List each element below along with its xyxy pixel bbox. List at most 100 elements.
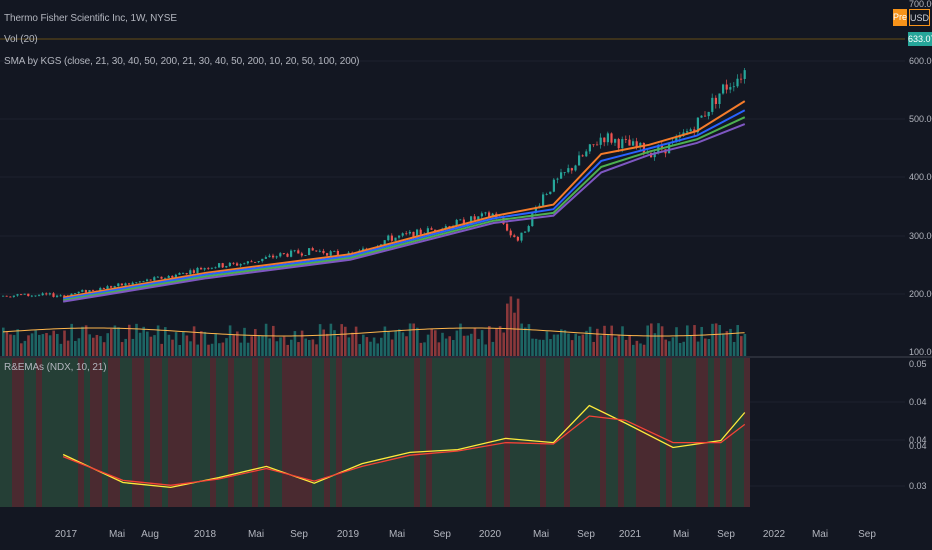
candle-body [304,255,307,256]
volume-bar [606,334,610,357]
background-band [702,358,708,507]
volume-bar [81,326,84,357]
volume-bar [88,334,91,357]
volume-bar [192,326,196,357]
rema-lines [62,404,746,489]
price-candles [2,67,746,298]
candle-body [725,84,728,90]
volume-bar [110,328,113,357]
candle-body [542,194,545,206]
volume-bar [146,331,149,357]
candle-body [470,216,473,225]
background-band [66,358,72,507]
volume-bar [675,327,678,357]
volume-bar [408,323,412,357]
rema-21-line [62,415,746,486]
volume-bar [444,338,448,357]
volume-bar [632,344,635,357]
candle-body [171,275,174,278]
time-axis[interactable]: 2017 Mai Aug 2018 Mai Sep 2019 Mai Sep 2020 Mai Sep… [55,529,876,540]
candle-body [225,266,228,268]
symbol-title[interactable]: Thermo Fisher Scientific Inc, 1W, NYSE [4,13,177,24]
volume-bar [419,342,423,357]
time-tick-label: Sep [433,529,451,540]
price-tick-label: 500.00 [909,114,932,124]
candle-body [592,144,595,146]
volume-bar [686,325,689,357]
candle-body [110,286,113,288]
background-band [348,358,354,507]
time-tick-label: Mai [248,529,264,540]
candle-body [534,207,537,213]
candle-body [689,129,692,132]
candle-body [686,131,689,133]
volume-bar [498,326,502,357]
candle-body [156,276,159,278]
candle-body [45,293,48,295]
candle-body [578,155,581,166]
candle-body [160,276,163,279]
time-tick-label: Mai [109,529,125,540]
volume-bar [585,330,588,357]
background-band [198,358,204,507]
volume-bar [516,298,520,357]
volume-bar [128,324,131,357]
background-band [546,358,552,507]
candle-body [88,290,91,293]
currency-badge[interactable]: USD [909,9,930,26]
sma-indicator-label[interactable]: SMA by KGS (close, 21, 30, 40, 50, 200, … [4,56,360,67]
rema-indicator-label[interactable]: R&EMAs (NDX, 10, 21) [4,362,107,373]
background-band [624,358,630,507]
background-band [576,358,582,507]
candle-body [20,294,23,296]
volume-bar [664,339,667,357]
candle-body [477,216,480,220]
candle-body [293,250,296,252]
volume-bar [286,344,289,357]
volume-bar [340,324,343,357]
candle-body [419,229,422,235]
volume-bar [614,337,617,357]
candle-body [635,141,638,147]
sma-30-line [62,109,746,300]
candle-body [318,250,321,252]
background-band [540,358,546,507]
volume-indicator-label[interactable]: Vol (20) [4,34,38,45]
background-band [132,358,138,507]
background-band [54,358,60,507]
background-band [522,358,528,507]
background-band [84,358,90,507]
price-tick-label: 200.00 [909,289,932,299]
background-band [216,358,222,507]
volume-bar [124,338,127,357]
price-axis[interactable]: 700.00 600.00 500.00 400.00 300.00 200.00 100.… [909,0,932,357]
candle-body [268,255,271,258]
volume-bar [16,329,19,357]
candle-body [617,139,620,149]
indicator-axis[interactable]: 0.050.040.040.040.03 [909,359,927,491]
candle-body [513,235,516,237]
candle-body [16,294,19,296]
volume-bar [470,333,473,357]
volume-bar [567,333,570,357]
premarket-badge[interactable]: Pre [893,9,907,26]
volume-bar [603,325,606,357]
background-band [714,358,720,507]
candle-body [509,230,512,236]
volume-bar [9,334,12,357]
volume-bar [380,337,383,357]
volume-bar [466,335,469,357]
volume-bar [261,335,264,357]
candle-body [531,212,534,227]
background-band [738,358,744,507]
volume-bar [315,344,318,357]
time-tick-label: 2018 [194,529,217,540]
volume-bar [412,323,415,357]
time-tick-label: Mai [812,529,828,540]
sma-21-line [62,100,746,299]
candle-body [275,256,278,258]
indicator-tick-label: 0.04 [909,435,927,445]
volume-bar [405,336,408,357]
volume-bar [344,326,347,357]
